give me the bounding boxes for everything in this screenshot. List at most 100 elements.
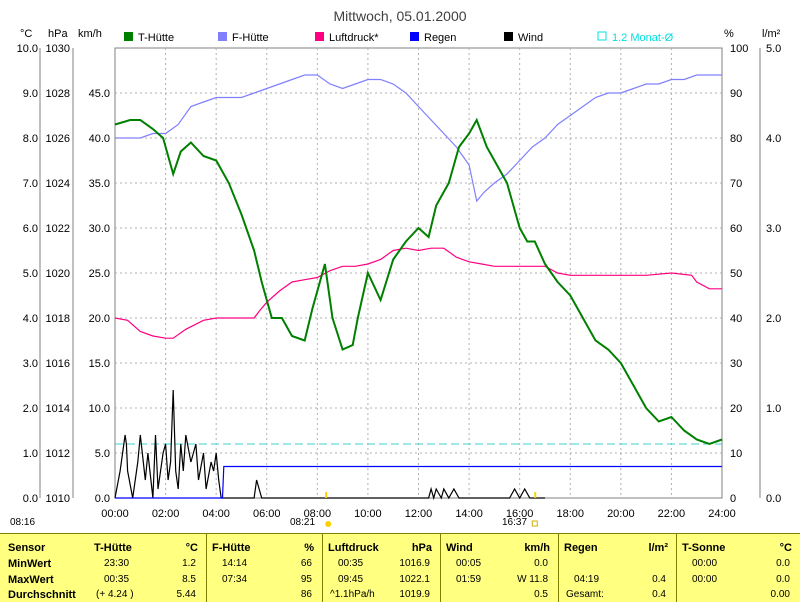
series-line-fhtte <box>115 74 722 203</box>
max-time: 00:00 <box>692 574 718 585</box>
max-value: 8.5 <box>182 574 196 585</box>
x-tick-label: 08:00 <box>304 508 332 520</box>
unit-rain: l/m² <box>762 28 781 40</box>
series-line-regen <box>115 465 722 499</box>
legend-label: F-Hütte <box>232 32 269 44</box>
unit: l/m² <box>648 542 668 554</box>
unit-wind: km/h <box>78 28 102 40</box>
temp-tick-label: 5.0 <box>23 268 38 280</box>
legend-label: Wind <box>518 32 543 44</box>
humidity-tick-label: 30 <box>730 358 742 370</box>
max-value: 0.0 <box>776 574 790 585</box>
series-line-luftdruck <box>114 247 722 339</box>
x-tick-label: 16:00 <box>506 508 534 520</box>
rain-tick-label: 1.0 <box>766 403 781 415</box>
series-line-thtte <box>114 117 723 446</box>
temp-tick-label: 0.0 <box>23 493 38 505</box>
left-time-label: 08:16 <box>10 517 36 528</box>
avg-value: 0.4 <box>652 589 666 600</box>
unit-pressure: hPa <box>48 28 68 40</box>
max-value: 1022.1 <box>399 574 430 585</box>
min-value: 66 <box>300 558 312 569</box>
x-tick-label: 22:00 <box>658 508 686 520</box>
sensor-name: F-Hütte <box>212 542 251 554</box>
wind-tick-label: 5.0 <box>95 448 110 460</box>
humidity-tick-label: 20 <box>730 403 742 415</box>
rain-tick-label: 4.0 <box>766 133 781 145</box>
sensor-name: Luftdruck <box>328 542 379 554</box>
min-time: 00:05 <box>456 558 482 569</box>
x-tick-label: 20:00 <box>607 508 635 520</box>
pressure-tick-label: 1010 <box>46 493 70 505</box>
min-time: 23:30 <box>104 558 130 569</box>
humidity-tick-label: 0 <box>730 493 736 505</box>
legend-label: 1.2 Monat-Ø <box>612 32 674 44</box>
humidity-tick-label: 40 <box>730 313 742 325</box>
stats-block-regen: Regen l/m² 04:19 0.4 Gesamt: 0.4 <box>558 534 677 602</box>
pressure-tick-label: 1016 <box>46 358 70 370</box>
stats-block-thtte: T-Hütte °C 23:30 1.2 00:35 8.5 (+ 4.24 ) 5.44 <box>88 534 207 602</box>
avg-value: 86 <box>300 589 312 600</box>
legend-swatch <box>410 32 419 41</box>
sensor-name: T-Sonne <box>682 542 726 554</box>
humidity-tick-label: 50 <box>730 268 742 280</box>
legend-swatch <box>218 32 227 41</box>
wind-tick-label: 35.0 <box>89 178 110 190</box>
sunrise-time-label: 08:21 <box>290 517 316 528</box>
x-tick-label: 18:00 <box>556 508 584 520</box>
avg-note: (+ 4.24 ) <box>96 589 134 600</box>
sensor-name: T-Hütte <box>94 542 132 554</box>
x-tick-label: 02:00 <box>152 508 180 520</box>
rain-tick-label: 0.0 <box>766 493 781 505</box>
wind-tick-label: 45.0 <box>89 88 110 100</box>
temp-tick-label: 4.0 <box>23 313 38 325</box>
weather-chart: Mittwoch, 05.01.2000 °C hPa km/h% l/m² T-Hütt… <box>17 8 781 527</box>
row-label-max: MaxWert <box>8 574 54 586</box>
legend-label: Regen <box>424 32 456 44</box>
max-time: 09:45 <box>338 574 364 585</box>
wind-tick-label: 0.0 <box>95 493 110 505</box>
sensor-name: Wind <box>446 542 473 554</box>
max-time: 00:35 <box>104 574 130 585</box>
series-line-wind <box>114 389 545 501</box>
row-label-avg: Durchschnitt <box>8 589 76 601</box>
sunrise-icon <box>325 521 332 527</box>
legend-label: Luftdruck* <box>329 32 379 44</box>
avg-value: 0.5 <box>534 589 548 600</box>
pressure-tick-label: 1026 <box>46 133 70 145</box>
humidity-tick-label: 60 <box>730 223 742 235</box>
max-time: 07:34 <box>222 574 248 585</box>
temp-tick-label: 7.0 <box>23 178 38 190</box>
chart-title: Mittwoch, 05.01.2000 <box>333 8 466 24</box>
max-value: W 11.8 <box>517 574 548 585</box>
x-tick-label: 14:00 <box>455 508 483 520</box>
sunset-icon <box>531 520 538 527</box>
legend-swatch <box>597 31 607 41</box>
max-value: 0.4 <box>652 574 666 585</box>
legend-label: T-Hütte <box>138 32 174 44</box>
avg-value: 0.00 <box>770 589 790 600</box>
unit-temp: °C <box>20 28 32 40</box>
stats-block-luftdruck: Luftdruck hPa 00:35 1016.9 09:45 1022.1 ^1.1hP… <box>322 534 441 602</box>
max-time: 01:59 <box>456 574 482 585</box>
sensor-name: Regen <box>564 542 598 554</box>
unit: km/h <box>524 542 550 554</box>
stats-block-wind: Wind km/h 00:05 0.0 01:59 W 11.8 0.5 <box>440 534 559 602</box>
pressure-tick-label: 1018 <box>46 313 70 325</box>
avg-note: Gesamt: <box>566 589 604 600</box>
sunset-time-label: 16:37 <box>502 517 528 528</box>
wind-tick-label: 40.0 <box>89 133 110 145</box>
humidity-tick-label: 100 <box>730 43 748 55</box>
rain-tick-label: 2.0 <box>766 313 781 325</box>
legend-swatch <box>124 32 133 41</box>
avg-value: 5.44 <box>176 589 196 600</box>
x-tick-label: 06:00 <box>253 508 281 520</box>
humidity-tick-label: 10 <box>730 448 742 460</box>
x-tick-label: 00:00 <box>101 508 129 520</box>
pressure-tick-label: 1030 <box>46 43 70 55</box>
humidity-tick-label: 70 <box>730 178 742 190</box>
min-time: 14:14 <box>222 558 248 569</box>
stats-block-tsonne: T-Sonne °C 00:00 0.0 00:00 0.0 0.00 <box>676 534 800 602</box>
pressure-tick-label: 1028 <box>46 88 70 100</box>
unit: hPa <box>411 542 432 554</box>
